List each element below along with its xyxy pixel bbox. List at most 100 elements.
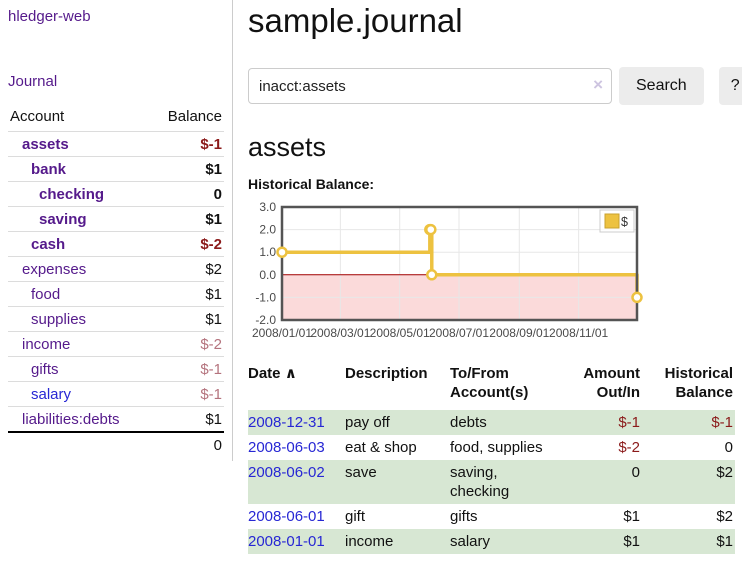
account-title: assets xyxy=(248,132,327,162)
account-balance: $-2 xyxy=(150,231,224,257)
sidebar: hledger-web Journal Account Balance asse… xyxy=(0,0,233,461)
account-cell: assets xyxy=(8,131,151,157)
transaction-date-link[interactable]: 2008-06-01 xyxy=(248,508,325,525)
account-row: expenses $2 xyxy=(8,256,224,282)
svg-text:2008/01/01: 2008/01/01 xyxy=(252,326,312,340)
svg-text:-2.0: -2.0 xyxy=(255,313,276,327)
account-row: food $1 xyxy=(8,281,224,307)
account-cell: salary xyxy=(8,381,151,407)
svg-text:2008/09/01: 2008/09/01 xyxy=(489,326,549,340)
account-cell: bank xyxy=(8,156,151,182)
account-row: salary $-1 xyxy=(8,381,224,407)
register-header-row: Date ∧ Description To/From Account(s) Am… xyxy=(248,362,735,410)
account-link[interactable]: income xyxy=(22,336,71,353)
account-row: bank $1 xyxy=(8,156,224,182)
account-balance: $-1 xyxy=(150,381,224,407)
account-balance: $-1 xyxy=(150,131,224,157)
account-link[interactable]: salary xyxy=(31,386,72,403)
transaction-date-link[interactable]: 2008-12-31 xyxy=(248,414,325,431)
clear-search-icon[interactable]: × xyxy=(593,75,603,94)
accounts-total-spacer xyxy=(8,431,151,457)
transaction-description: gift xyxy=(345,508,366,525)
accounts-table: Account Balance assets $-1 bank $1 xyxy=(8,106,224,457)
transaction-date-link[interactable]: 2008-01-01 xyxy=(248,533,325,550)
register-col-date[interactable]: Date ∧ xyxy=(248,365,297,382)
account-cell: checking xyxy=(8,181,151,207)
transaction-amount: $-2 xyxy=(618,439,640,456)
account-link[interactable]: bank xyxy=(31,161,67,178)
account-cell: saving xyxy=(8,206,151,232)
transaction-amount: 0 xyxy=(631,464,640,481)
transaction-accounts: gifts xyxy=(450,508,478,525)
register-row: 2008-01-01 income salary $1 $1 xyxy=(248,529,735,554)
account-balance: $-1 xyxy=(150,356,224,382)
accounts-total-value: 0 xyxy=(150,431,224,457)
account-balance: $-2 xyxy=(150,331,224,357)
register-row: 2008-06-01 gift gifts $1 $2 xyxy=(248,504,735,529)
search-bar: × Search ? xyxy=(248,67,742,105)
page-title: sample.journal xyxy=(248,2,463,39)
svg-text:2.0: 2.0 xyxy=(259,223,276,237)
register-table: Date ∧ Description To/From Account(s) Am… xyxy=(248,362,735,554)
transaction-amount: $1 xyxy=(623,533,640,550)
accounts-col-balance: Balance xyxy=(167,108,222,125)
account-link[interactable]: assets xyxy=(22,136,69,153)
svg-text:2008/11/01: 2008/11/01 xyxy=(549,326,608,340)
search-button[interactable]: Search xyxy=(619,67,704,105)
account-cell: income xyxy=(8,331,151,357)
svg-text:$: $ xyxy=(621,215,628,229)
register-row: 2008-12-31 pay off debts $-1 $-1 xyxy=(248,410,735,435)
transaction-balance: $2 xyxy=(716,508,733,525)
transaction-accounts: debts xyxy=(450,414,487,431)
account-row: supplies $1 xyxy=(8,306,224,332)
account-balance: $1 xyxy=(150,156,224,182)
register-row: 2008-06-03 eat & shop food, supplies $-2… xyxy=(248,435,735,460)
transaction-balance: $1 xyxy=(716,533,733,550)
transaction-accounts: food, supplies xyxy=(450,439,543,456)
account-link[interactable]: expenses xyxy=(22,261,87,278)
transaction-description: pay off xyxy=(345,414,390,431)
transaction-description: eat & shop xyxy=(345,439,417,456)
register-row: 2008-06-02 save saving, checking 0 $2 xyxy=(248,460,735,504)
account-balance: $1 xyxy=(150,306,224,332)
help-button[interactable]: ? xyxy=(718,67,742,105)
transaction-amount: $-1 xyxy=(618,414,640,431)
sidebar-nav: Journal xyxy=(8,73,224,90)
account-cell: liabilities:debts xyxy=(8,406,151,432)
account-row: income $-2 xyxy=(8,331,224,357)
account-link[interactable]: cash xyxy=(31,236,66,253)
transaction-date-cell: 2008-01-01 xyxy=(248,529,345,554)
account-link[interactable]: food xyxy=(31,286,61,303)
account-row: gifts $-1 xyxy=(8,356,224,382)
search-box: × xyxy=(248,68,612,104)
account-cell: food xyxy=(8,281,151,307)
account-cell: cash xyxy=(8,231,151,257)
accounts-col-account: Account xyxy=(10,108,65,125)
account-link[interactable]: saving xyxy=(39,211,87,228)
account-cell: gifts xyxy=(8,356,151,382)
account-balance: $2 xyxy=(150,256,224,282)
account-balance: 0 xyxy=(150,181,224,207)
transaction-balance: $-1 xyxy=(711,414,733,431)
account-link[interactable]: supplies xyxy=(31,311,87,328)
account-cell: supplies xyxy=(8,306,151,332)
transaction-balance: 0 xyxy=(724,439,733,456)
brand-link[interactable]: hledger-web xyxy=(8,8,91,25)
register-col-balance: Historical Balance xyxy=(664,365,733,401)
account-link[interactable]: gifts xyxy=(31,361,59,378)
sidebar-item-journal[interactable]: Journal xyxy=(8,73,58,90)
account-cell: expenses xyxy=(8,256,151,282)
account-row: assets $-1 xyxy=(8,131,224,157)
account-link[interactable]: liabilities:debts xyxy=(22,411,120,428)
search-input[interactable] xyxy=(248,68,612,104)
transaction-date-cell: 2008-06-03 xyxy=(248,435,345,460)
account-link[interactable]: checking xyxy=(39,186,105,203)
svg-text:1.0: 1.0 xyxy=(259,245,276,259)
transaction-amount: $1 xyxy=(623,508,640,525)
accounts-total-row: 0 xyxy=(8,431,224,457)
account-row: liabilities:debts $1 xyxy=(8,406,224,432)
svg-text:3.0: 3.0 xyxy=(259,200,276,214)
transaction-date-link[interactable]: 2008-06-02 xyxy=(248,464,325,481)
main-content: sample.journal × Search ? assets Histori… xyxy=(233,0,742,554)
transaction-date-link[interactable]: 2008-06-03 xyxy=(248,439,325,456)
